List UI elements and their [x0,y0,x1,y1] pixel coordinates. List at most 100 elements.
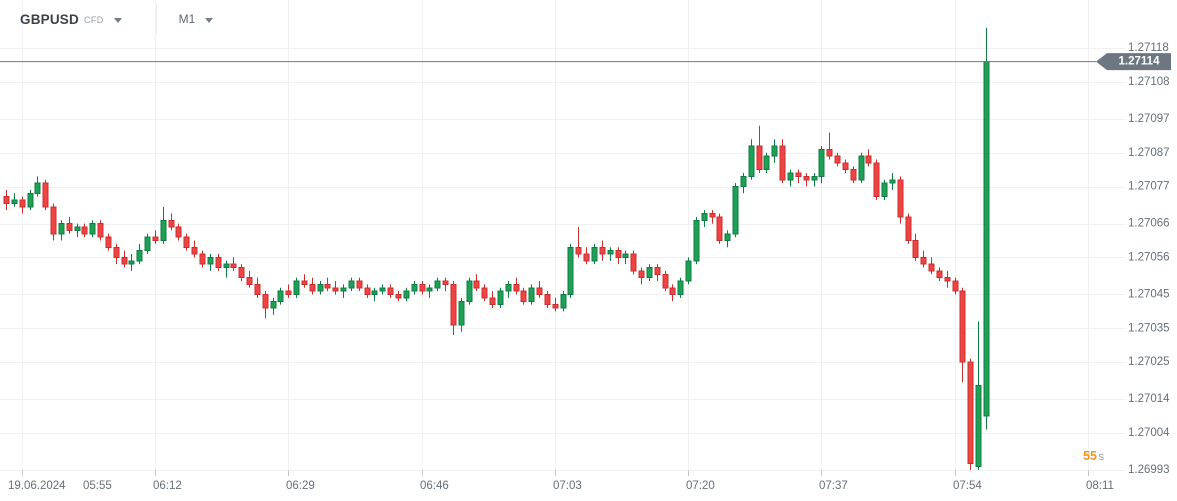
candle [740,175,747,187]
candle [191,246,198,255]
grid [0,0,1125,476]
candle [66,223,73,231]
candle [426,287,433,292]
candle [638,270,645,279]
candle [34,182,41,194]
svg-text:07:37: 07:37 [819,480,848,492]
candle [669,287,676,295]
candle [105,236,112,248]
candle [168,219,175,228]
candle [599,246,606,255]
candle [332,287,339,292]
svg-text:1.27045: 1.27045 [1128,289,1170,301]
svg-text:05:55: 05:55 [83,480,112,492]
candle [340,287,347,292]
svg-text:06:29: 06:29 [286,480,315,492]
candle [58,223,65,235]
candle [403,290,410,299]
candle [685,260,692,282]
candle [920,256,927,265]
candle [889,179,896,184]
svg-text:1.27118: 1.27118 [1128,42,1169,54]
candle [348,280,355,289]
price-axis[interactable]: 1.27118 1.27108 1.27097 1.27087 1.27077 1.270… [1128,42,1170,476]
candle [27,192,34,208]
toolbar-divider [155,4,157,34]
candle [395,294,402,299]
candle [912,240,919,258]
candle [536,287,543,295]
candle [293,280,300,295]
candle [952,280,959,292]
svg-text:08:11: 08:11 [1086,480,1114,492]
candle [528,287,535,302]
chevron-down-icon [205,17,214,23]
candle [858,155,865,181]
svg-text:1.27014: 1.27014 [1128,393,1170,405]
candle [442,280,449,285]
candle [364,287,371,295]
current-price-value: 1.27114 [1119,56,1161,68]
candle [270,300,277,309]
candle [787,172,794,181]
candle [11,199,18,204]
candle [513,283,520,292]
candle [207,256,214,265]
timeframe-label: M1 [178,12,196,26]
candle [936,270,943,279]
candle [959,290,966,363]
candle [128,260,135,265]
chevron-down-icon [113,17,122,23]
candle [795,172,802,177]
bar-countdown: 55 s [1083,449,1104,463]
candle [677,280,684,295]
candle [324,283,331,289]
candle [411,283,418,292]
candle [466,280,473,302]
candle [277,290,284,302]
svg-text:1.27097: 1.27097 [1128,113,1170,125]
svg-text:07:03: 07:03 [553,480,582,492]
candle [560,294,567,309]
time-axis[interactable]: 19.06.2024 05:55 06:12 06:29 06:46 07:03 07:20… [8,480,1114,492]
symbol-selector[interactable]: GBPUSD CFD [20,12,122,27]
candle [481,287,488,299]
candles-layer [3,27,990,470]
candle [520,290,527,302]
candle [724,233,731,241]
candle [89,223,96,235]
svg-text:1.27056: 1.27056 [1128,251,1170,263]
candle [238,267,245,279]
candle [975,385,982,468]
candle [748,145,755,177]
candle [113,246,120,258]
candle [19,199,26,208]
candle [905,216,912,241]
candle [701,213,708,221]
candle [630,253,637,272]
candle [842,162,849,171]
candle [97,223,104,238]
symbol-name: GBPUSD [20,11,79,27]
symbol-type-badge: CFD [83,15,104,25]
svg-text:06:46: 06:46 [420,480,449,492]
svg-text:55s: 55 s [1083,449,1104,463]
candle [285,290,292,295]
candle [811,175,818,181]
candle [552,304,559,309]
timeframe-selector[interactable]: M1 [157,12,214,26]
candle [865,155,872,164]
candle [575,246,582,255]
svg-text:1.27108: 1.27108 [1128,76,1170,88]
candle [50,206,57,235]
svg-text:1.27066: 1.27066 [1128,218,1170,230]
candle [458,300,465,326]
candle [215,256,222,268]
candle [254,283,261,295]
svg-text:1.27025: 1.27025 [1128,356,1170,368]
candle [756,145,763,171]
candle [473,280,480,289]
candle [136,250,143,262]
svg-text:1.27087: 1.27087 [1128,147,1170,159]
